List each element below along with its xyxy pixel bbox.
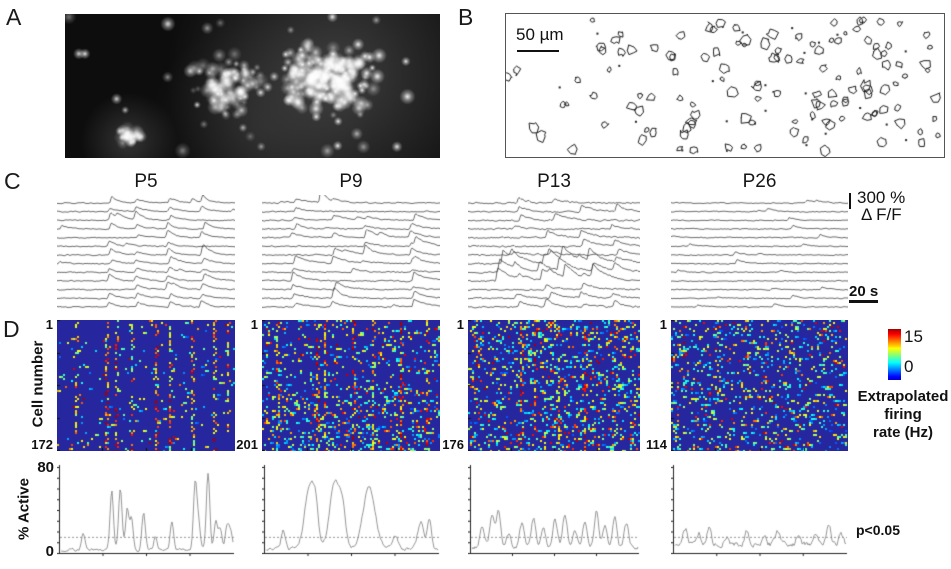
percent-active-axis-label: % Active: [15, 478, 33, 540]
active-y-min-label: 0: [45, 543, 54, 560]
amplitude-scale-value: 300 %: [857, 188, 906, 207]
age-title-p26: P26: [742, 171, 777, 192]
row-start-label-p13: 1: [456, 317, 464, 332]
panel-a-label: A: [6, 4, 22, 30]
colorbar-min-label: 0: [904, 357, 914, 376]
panel-b-cell-outlines: [506, 14, 944, 157]
age-title-p13: P13: [537, 171, 571, 192]
colorbar-caption-line-1: Extrapolated: [857, 388, 949, 405]
calcium-traces-p9: [262, 195, 440, 313]
age-title-p5: P5: [134, 171, 158, 192]
time-scale-bar: [849, 300, 878, 303]
row-start-label-p9: 1: [250, 317, 258, 332]
percent-active-plot-p26: [671, 461, 848, 558]
cell-count-label-p5: 172: [31, 437, 53, 452]
row-start-label-p5: 1: [45, 317, 53, 332]
percent-active-plot-p9: [262, 461, 440, 558]
panel-b-label: B: [458, 4, 474, 30]
firing-rate-heatmap-p5: [57, 320, 235, 451]
panel-b-box: [505, 13, 945, 158]
panel-d-label: D: [3, 316, 20, 342]
firing-rate-heatmap-p26: [671, 320, 848, 451]
percent-active-plot-p13: [468, 461, 640, 558]
colorbar-caption: Extrapolated firing rate (Hz): [856, 388, 950, 442]
panel-c-label: C: [4, 168, 21, 194]
amplitude-scale-bar: [849, 193, 851, 209]
scale-bar-line: [517, 50, 559, 52]
age-title-p9: P9: [339, 171, 363, 192]
significance-label: p<0.05: [856, 522, 900, 538]
row-start-label-p26: 1: [659, 317, 667, 332]
active-y-max-label: 80: [37, 459, 54, 476]
cell-number-axis-label: Cell number: [29, 340, 47, 428]
calcium-traces-p5: [57, 195, 235, 313]
firing-rate-heatmap-p9: [262, 320, 440, 451]
calcium-traces-p26: [671, 195, 848, 313]
scale-bar-label: 50 µm: [516, 25, 564, 44]
time-scale-label: 20 s: [849, 283, 879, 300]
colorbar-caption-line-3: rate (Hz): [872, 424, 933, 441]
firing-rate-heatmap-p13: [468, 320, 640, 451]
cell-count-label-p13: 176: [442, 437, 464, 452]
cell-count-label-p9: 201: [236, 437, 258, 452]
calcium-traces-p13: [468, 195, 640, 313]
colorbar: [888, 329, 901, 380]
colorbar-caption-line-2: firing: [884, 406, 922, 423]
percent-active-plot-p5: [57, 461, 235, 558]
panel-a-fluorescence-image: [65, 14, 440, 158]
cell-count-label-p26: 114: [646, 437, 667, 452]
amplitude-scale-unit: Δ F/F: [861, 205, 902, 224]
colorbar-max-label: 15: [904, 327, 923, 346]
